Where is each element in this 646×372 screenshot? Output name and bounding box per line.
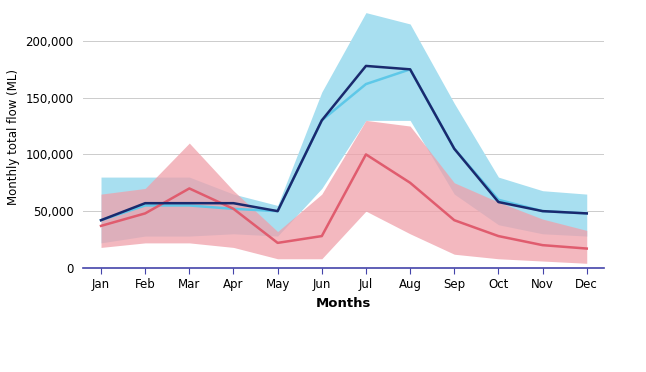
Y-axis label: Monthly total flow (ML): Monthly total flow (ML) — [7, 70, 20, 205]
X-axis label: Months: Months — [316, 297, 371, 310]
